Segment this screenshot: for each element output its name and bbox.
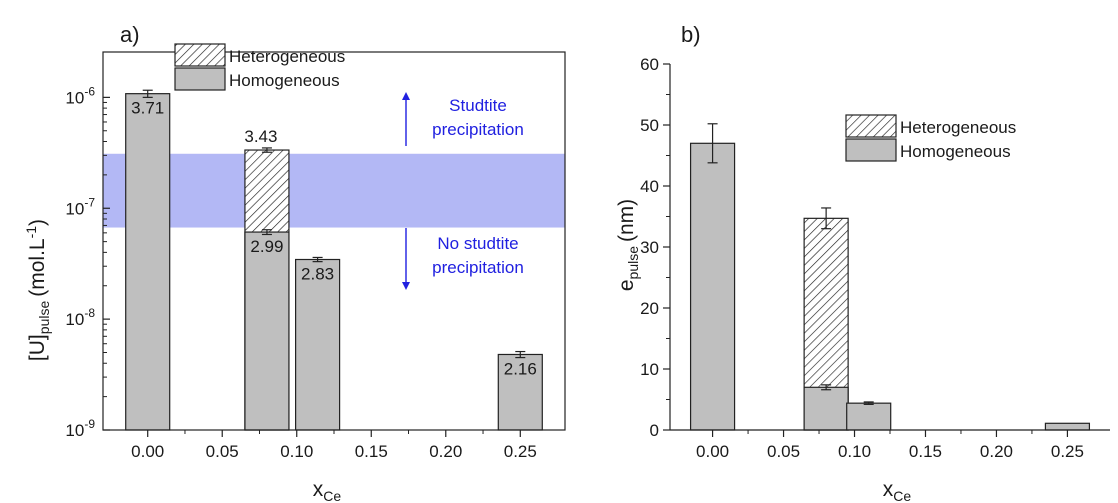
legend-swatch-homogeneous <box>174 67 226 91</box>
panel-b-xlabel: xCe <box>883 478 912 503</box>
x-tick-label: 0.20 <box>429 442 462 461</box>
panel-b-ylabel: epulse(nm) <box>615 199 641 291</box>
bar-homogeneous <box>125 93 171 431</box>
down-arrow-head <box>402 282 410 290</box>
x-tick-label: 0.20 <box>980 442 1013 461</box>
y-tick-label: 60 <box>640 55 659 74</box>
y-tick-label: 10-8 <box>65 306 95 329</box>
panel-a-label: a) <box>120 22 140 47</box>
bar-homogeneous <box>244 231 290 431</box>
annotation-text: Studtite <box>449 96 507 115</box>
x-tick-label: 0.05 <box>206 442 239 461</box>
annotation-text: precipitation <box>432 258 524 277</box>
data-label: 2.99 <box>250 237 283 256</box>
x-tick-label: 0.10 <box>280 442 313 461</box>
x-tick-label: 0.25 <box>504 442 537 461</box>
bar-homogeneous <box>295 258 341 431</box>
chart-panel-b: b) 0 10 20 30 40 50 60 0.00 0.05 0.10 0.15 0.20 0.25… <box>615 22 1110 503</box>
panel-a-ylabel: [U]pulse(mol.L-1) <box>23 219 52 361</box>
legend-label-homogeneous: Homogeneous <box>229 71 340 90</box>
y-tick-label: 50 <box>640 116 659 135</box>
data-label: 3.71 <box>131 99 164 118</box>
y-tick-label: 0 <box>650 421 659 440</box>
legend-label-heterogeneous: Heterogeneous <box>229 47 345 66</box>
y-tick-label: 40 <box>640 177 659 196</box>
bar-homogeneous <box>803 386 849 431</box>
y-tick-label: 10-7 <box>65 195 95 218</box>
x-tick-label: 0.00 <box>131 442 164 461</box>
y-tick-label: 10 <box>640 360 659 379</box>
y-tick-label: 20 <box>640 299 659 318</box>
studtite-band <box>103 153 565 228</box>
legend-swatch-heterogeneous <box>174 43 226 67</box>
x-tick-label: 0.15 <box>355 442 388 461</box>
legend-swatch-heterogeneous <box>845 114 897 138</box>
x-tick-label: 0.05 <box>767 442 800 461</box>
panel-b-label: b) <box>681 22 701 47</box>
data-label: 3.43 <box>244 127 277 146</box>
y-tick-label: 10-6 <box>65 84 95 107</box>
legend-label-homogeneous: Homogeneous <box>900 142 1011 161</box>
y-tick-label: 30 <box>640 238 659 257</box>
annotation-text: precipitation <box>432 120 524 139</box>
x-tick-label: 0.15 <box>909 442 942 461</box>
bar-homogeneous <box>497 353 543 431</box>
legend-label-heterogeneous: Heterogeneous <box>900 118 1016 137</box>
up-arrow-head <box>402 92 410 100</box>
x-tick-label: 0.25 <box>1051 442 1084 461</box>
x-tick-label: 0.00 <box>696 442 729 461</box>
data-label: 2.16 <box>504 359 537 378</box>
legend-swatch-homogeneous <box>845 138 897 162</box>
bar-homogeneous <box>1044 422 1091 431</box>
chart-panel-a: a) 3.71 2.99 2.83 2.16 3.43 Studtite precipit… <box>23 22 566 503</box>
x-tick-label: 0.10 <box>838 442 871 461</box>
panel-a-xlabel: xCe <box>313 478 342 503</box>
bar-homogeneous <box>846 402 892 431</box>
y-tick-label: 10-9 <box>65 417 95 440</box>
annotation-text: No studtite <box>437 234 518 253</box>
data-label: 2.83 <box>301 264 334 283</box>
bar-homogeneous <box>689 142 736 431</box>
